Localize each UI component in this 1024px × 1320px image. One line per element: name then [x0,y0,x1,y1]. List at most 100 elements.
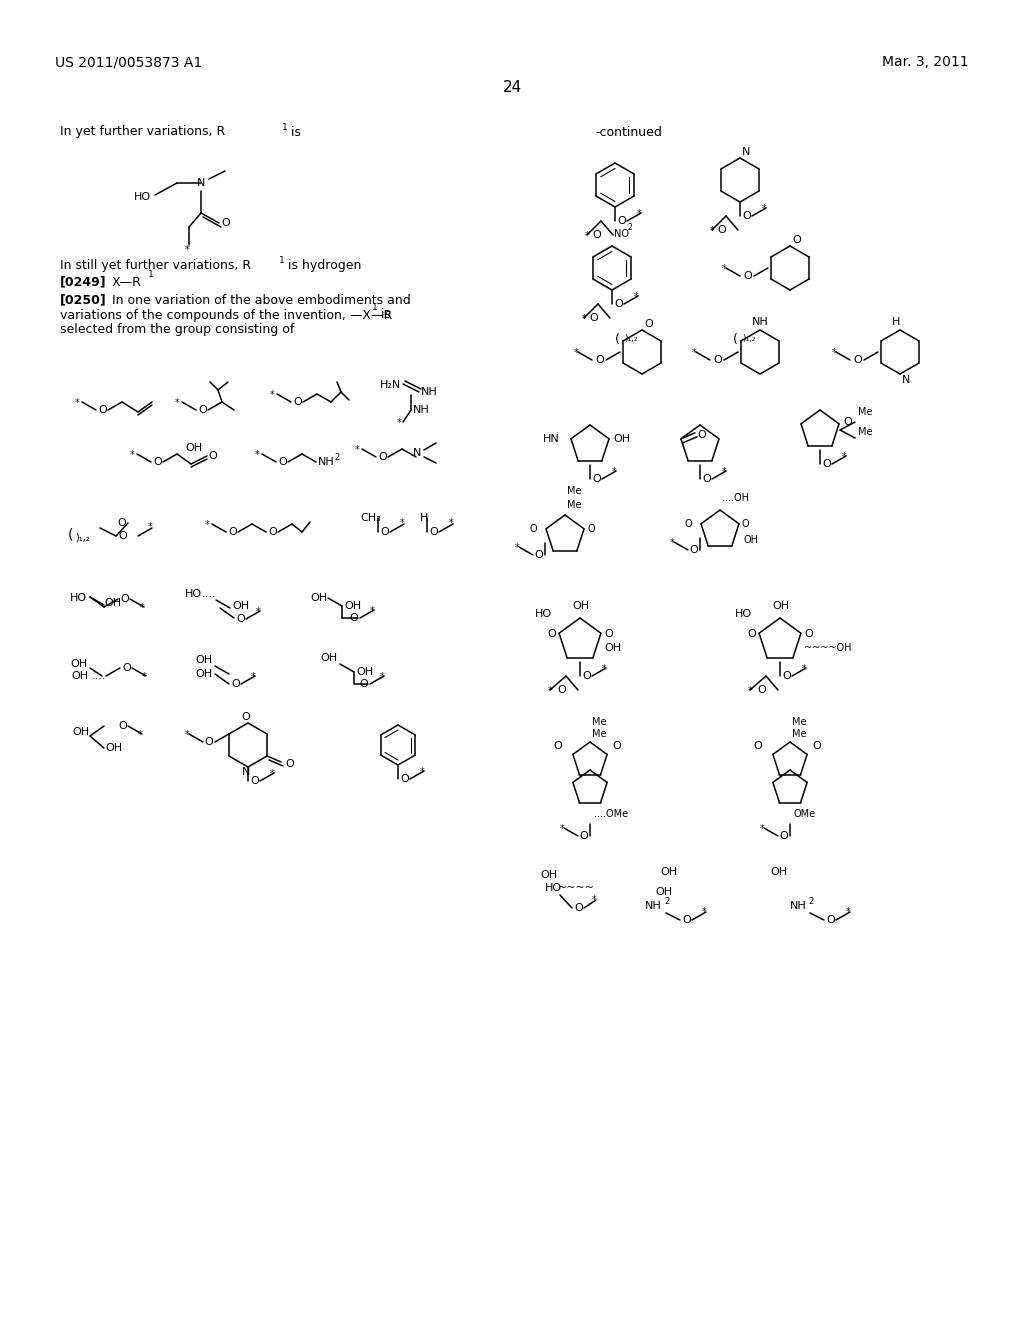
Text: HO: HO [185,589,202,599]
Text: *: * [573,348,579,358]
Text: *: * [582,314,587,323]
Text: HO: HO [735,609,752,619]
Text: Me: Me [792,729,807,739]
Text: *: * [846,907,850,917]
Text: H: H [892,317,900,327]
Text: US 2011/0053873 A1: US 2011/0053873 A1 [55,55,203,69]
Text: O: O [122,663,131,673]
Text: OH: OH [540,870,557,880]
Text: X—R: X—R [112,276,142,289]
Text: OH: OH [232,601,249,611]
Text: O: O [547,630,556,639]
Text: *: * [842,451,847,462]
Text: *: * [370,606,375,616]
Text: (: ( [68,528,74,543]
Text: 2: 2 [334,453,339,462]
Text: Mar. 3, 2011: Mar. 3, 2011 [883,55,969,69]
Text: OMe: OMe [794,809,816,818]
Text: *: * [760,824,764,834]
Text: HO: HO [134,191,151,202]
Text: *: * [396,418,401,428]
Text: OH: OH [72,727,89,737]
Text: O: O [231,678,240,689]
Text: NH: NH [318,457,335,467]
Text: *: * [269,770,274,779]
Text: HO: HO [70,593,87,603]
Text: *: * [147,521,153,532]
Text: *: * [380,672,384,682]
Text: *: * [762,205,766,214]
Text: O: O [714,355,722,366]
Text: O: O [612,741,621,751]
Text: H₂N: H₂N [380,380,401,389]
Text: OH: OH [195,655,212,665]
Text: OH: OH [655,887,672,898]
Text: *: * [748,686,753,696]
Text: O: O [349,612,358,623]
Text: *: * [611,467,616,477]
Text: O: O [826,915,835,925]
Text: O: O [592,230,601,240]
Text: HO: HO [535,609,552,619]
Text: *: * [831,348,837,358]
Text: *: * [602,664,606,675]
Text: OH: OH [604,643,622,653]
Text: O: O [120,594,129,605]
Text: In one variation of the above embodiments and: In one variation of the above embodiment… [112,293,411,306]
Text: )₁,₂: )₁,₂ [742,334,756,342]
Text: 1: 1 [279,256,285,265]
Text: NH: NH [421,387,437,397]
Text: OH: OH [105,743,122,752]
Text: O: O [278,457,287,467]
Text: O: O [782,671,791,681]
Text: O: O [359,678,368,689]
Text: O: O [717,224,726,235]
Text: O: O [792,235,801,246]
Text: N: N [742,147,751,157]
Text: *: * [75,399,80,408]
Text: OH: OH [572,601,589,611]
Text: ....OH: ....OH [722,492,749,503]
Text: O: O [378,451,387,462]
Text: variations of the compounds of the invention, —X—R: variations of the compounds of the inven… [60,309,392,322]
Text: O: O [779,832,788,841]
Text: *: * [355,445,359,455]
Text: )₁,₂: )₁,₂ [75,532,90,543]
Text: ~~~~: ~~~~ [558,883,595,894]
Text: *: * [548,686,552,696]
Text: *: * [701,907,707,917]
Text: H: H [420,513,428,523]
Text: *: * [184,246,189,255]
Text: O: O [843,417,852,426]
Text: OH: OH [319,653,337,663]
Text: O: O [804,630,813,639]
Text: Me: Me [858,426,872,437]
Text: *: * [270,389,274,400]
Text: O: O [697,430,706,440]
Text: ....: .... [202,589,216,599]
Text: N: N [242,767,250,777]
Text: O: O [204,737,213,747]
Text: In yet further variations, R: In yet further variations, R [60,125,225,139]
Text: *: * [802,664,806,675]
Text: O: O [822,459,830,469]
Text: (: ( [615,334,620,346]
Text: O: O [208,451,217,461]
Text: O: O [582,671,591,681]
Text: OH: OH [613,434,630,444]
Text: is: is [377,309,391,322]
Text: O: O [242,711,251,722]
Text: N: N [902,375,910,385]
Text: is hydrogen: is hydrogen [284,259,361,272]
Text: O: O [380,527,389,537]
Text: *: * [130,450,135,459]
Text: O: O [743,271,752,281]
Text: N: N [197,178,205,187]
Text: O: O [853,355,862,366]
Text: Me: Me [567,500,582,510]
Text: OH: OH [744,535,759,545]
Text: O: O [535,550,543,560]
Text: Me: Me [592,717,606,727]
Text: *: * [515,543,519,553]
Text: [0249]: [0249] [60,276,106,289]
